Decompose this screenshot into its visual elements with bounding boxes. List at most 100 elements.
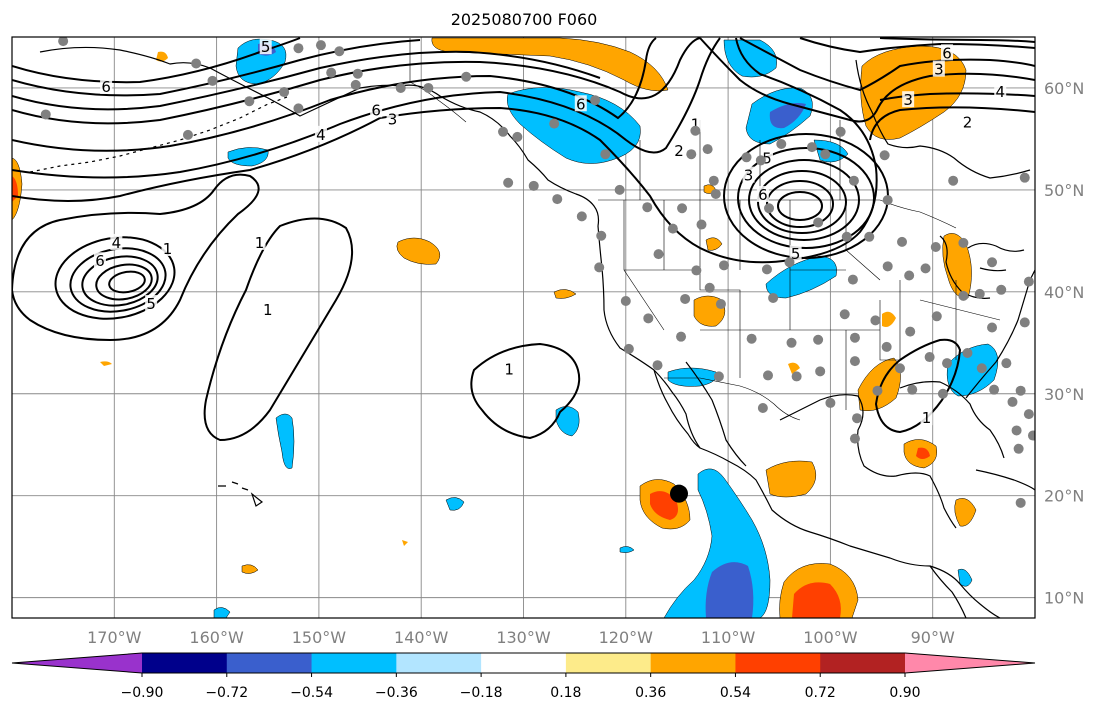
coastline-cuba	[975, 469, 1035, 491]
station-point	[696, 219, 707, 230]
contour-label: 6	[576, 95, 586, 113]
contour-label-bg	[994, 83, 1007, 100]
contour-label: 1	[255, 234, 265, 252]
border-alaska-canada	[409, 38, 467, 123]
coastline-hawaii	[218, 481, 264, 507]
contour-label-bg	[756, 185, 769, 202]
station-points	[40, 37, 1035, 508]
contour-label-bg	[902, 91, 915, 108]
station-point	[839, 309, 850, 320]
station-point	[1023, 409, 1034, 420]
shaded-region-negative	[957, 568, 973, 587]
contour-label-bg	[920, 409, 933, 426]
shaded-region-positive	[765, 460, 817, 498]
contour-label-bg	[789, 245, 802, 262]
station-point	[652, 360, 663, 371]
contour-label: 5	[791, 245, 801, 263]
station-point	[1011, 425, 1022, 436]
contour-label: 6	[95, 252, 105, 270]
coastline-gulf-california	[685, 361, 747, 467]
shaded-region-negative	[445, 497, 465, 511]
contour-label-bg	[370, 101, 383, 118]
station-point	[576, 211, 587, 222]
station-point	[191, 58, 202, 69]
station-point	[642, 202, 653, 213]
station-point	[882, 195, 893, 206]
coastline-baja	[653, 369, 701, 449]
station-point	[676, 331, 687, 342]
contour-label: 5	[146, 295, 156, 313]
contour-label: 6	[371, 101, 381, 119]
station-point	[710, 188, 721, 199]
station-point	[897, 236, 908, 247]
coastline-central-america	[929, 565, 967, 618]
contour-label-bg	[253, 233, 266, 250]
shaded-region-positive	[788, 362, 800, 374]
station-point	[761, 264, 772, 275]
station-point	[806, 142, 817, 153]
station-point	[686, 149, 697, 160]
station-point	[643, 313, 654, 324]
shaded-region-negative	[667, 367, 717, 387]
station-point	[905, 326, 916, 337]
lon-tick-label: 90°W	[911, 628, 955, 647]
station-point	[931, 311, 942, 322]
longitude-tick-labels: 170°W 160°W 150°W 140°W 130°W 120°W 110°W 100°W…	[87, 628, 955, 647]
station-point	[768, 292, 779, 303]
station-point	[987, 322, 998, 333]
shaded-region-negative	[555, 406, 580, 437]
station-point	[704, 282, 715, 293]
station-point	[841, 231, 852, 242]
contour-label: 1	[922, 409, 932, 427]
contour-label-bg	[261, 301, 274, 318]
contour-label-bg	[932, 60, 945, 77]
colorbar-segment	[820, 653, 906, 673]
colorbar-tick-label: 0.36	[635, 685, 666, 701]
station-point	[791, 371, 802, 382]
station-point	[334, 46, 345, 57]
contour-label-bg	[93, 252, 106, 269]
station-point	[623, 343, 634, 354]
border-us-mexico	[664, 377, 801, 421]
storm-marker-layer	[669, 484, 688, 503]
station-point	[552, 194, 563, 205]
contour-label-bg	[314, 125, 327, 142]
station-point	[653, 249, 664, 260]
lon-tick-label: 100°W	[803, 628, 858, 647]
station-point	[942, 358, 953, 369]
station-point	[423, 82, 434, 93]
station-point	[958, 290, 969, 301]
station-point	[667, 223, 678, 234]
lat-tick-label: 20°N	[1044, 487, 1084, 506]
contour-label: 4	[995, 83, 1005, 101]
station-point	[498, 126, 509, 137]
contour-label: 6	[942, 44, 952, 62]
shaded-region-positive	[402, 540, 408, 546]
lat-tick-label: 40°N	[1044, 283, 1084, 302]
station-point	[987, 257, 998, 268]
contour-label-bg	[672, 142, 685, 159]
contour-label: 6	[758, 186, 768, 204]
station-point	[1013, 443, 1024, 454]
station-point	[58, 37, 69, 47]
station-point	[528, 180, 539, 191]
colorbar-tick-label: 0.54	[720, 685, 751, 701]
station-point	[244, 96, 255, 107]
station-point	[395, 82, 406, 93]
contour-label: 2	[963, 114, 973, 132]
colorbar-segment	[226, 653, 313, 673]
contour-label: 3	[934, 61, 944, 79]
lon-tick-label: 130°W	[496, 628, 551, 647]
shaded-region-positive	[553, 289, 577, 299]
station-point	[1001, 358, 1012, 369]
contour-label-bg	[145, 295, 158, 312]
colorbar-segment	[650, 653, 736, 673]
station-point	[907, 384, 918, 395]
station-point	[974, 288, 985, 299]
station-point	[894, 363, 905, 374]
station-point	[590, 95, 601, 106]
shaded-region-negative-core	[705, 562, 754, 618]
shaded-region-positive-core	[650, 491, 678, 520]
station-point	[182, 129, 193, 140]
